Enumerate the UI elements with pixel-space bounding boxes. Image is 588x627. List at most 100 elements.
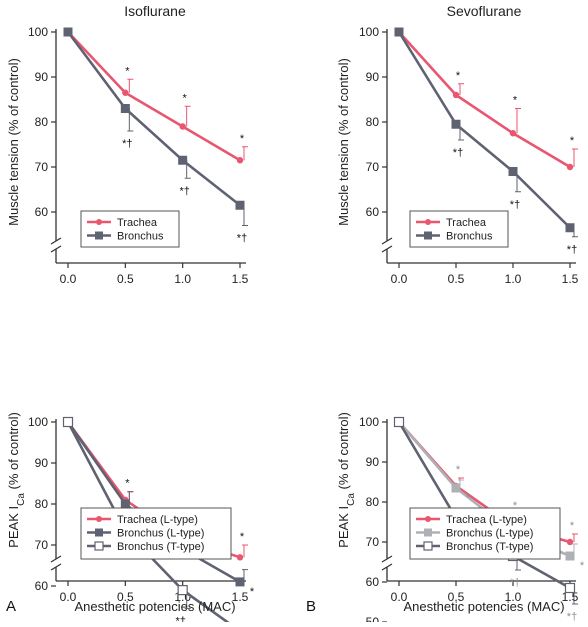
y-tick-label: 50 <box>366 615 380 622</box>
series-line <box>67 31 241 162</box>
chart-isoflurane-muscle-tension: Isoflurane 60 70 80 90 100 0.0 0.5 1.0 1.5 Muscle … <box>6 3 249 286</box>
y-tick-label: 80 <box>366 495 380 509</box>
data-point <box>452 91 460 99</box>
data-point <box>393 416 405 428</box>
data-point <box>236 554 244 561</box>
x-tick-label: 1.0 <box>505 272 522 286</box>
data-point <box>178 155 188 165</box>
y-tick-label: 80 <box>35 497 49 511</box>
data-point <box>179 123 186 130</box>
y-tick-label: 70 <box>35 538 49 552</box>
data-point <box>62 416 74 428</box>
y-tick-label: 60 <box>35 579 49 593</box>
y-tick-label: 90 <box>35 456 49 470</box>
significance-marker: * <box>456 70 461 82</box>
significance-marker: *† <box>567 244 577 256</box>
significance-marker: *† <box>175 616 185 622</box>
x-tick-label: 0.5 <box>117 590 134 604</box>
legend: Trachea (L-type) Bronchus (L-type)Bronchu… <box>80 507 232 560</box>
legend-label: Trachea (L-type) <box>117 514 198 526</box>
significance-marker: *† <box>567 611 577 622</box>
x-tick-label: 0.5 <box>448 272 465 286</box>
x-tick-label: 1.0 <box>505 590 522 604</box>
y-axis-break-mark <box>381 245 393 253</box>
data-point <box>63 27 73 37</box>
y-axis-title: PEAK ICa (% of control) <box>336 412 357 548</box>
significance-marker: * <box>570 520 575 532</box>
y-tick-label: 70 <box>366 535 380 549</box>
series-line <box>397 31 571 229</box>
chart-title: Isoflurane <box>124 3 186 19</box>
legend-label: Trachea <box>446 217 487 229</box>
y-tick-label: 70 <box>35 160 49 174</box>
x-axis-title-left: Anesthetic potencies (MAC) <box>74 599 235 614</box>
y-tick-label: 100 <box>28 25 48 39</box>
x-tick-label: 0.0 <box>391 590 408 604</box>
legend-label: Bronchus (L-type) <box>117 528 204 540</box>
significance-marker: * <box>466 492 471 504</box>
legend-swatch-marker <box>95 528 103 537</box>
y-tick-label: 70 <box>366 160 380 174</box>
legend-swatch-marker <box>424 528 432 537</box>
significance-marker: * <box>570 135 575 147</box>
y-tick-label: 80 <box>366 115 380 129</box>
significance-marker: * <box>125 478 130 490</box>
x-tick-label: 0.0 <box>391 272 408 286</box>
legend: Trachea (L-type) Bronchus (L-type)Bronchu… <box>409 507 561 560</box>
legend-label: Bronchus (T-type) <box>117 541 204 553</box>
significance-marker: * <box>183 92 188 104</box>
data-point <box>236 157 244 164</box>
y-axis-break-mark <box>381 237 393 245</box>
data-point <box>235 200 245 210</box>
series-bronchus: *† *† *† <box>63 27 248 245</box>
x-tick-label: 1.5 <box>232 590 249 604</box>
y-tick-label: 60 <box>366 575 380 589</box>
x-tick-label: 1.5 <box>562 272 579 286</box>
data-point <box>566 538 574 546</box>
legend-label: Bronchus <box>117 231 164 243</box>
data-point <box>565 551 575 561</box>
data-point <box>566 163 574 171</box>
x-tick-label: 0.5 <box>448 590 465 604</box>
y-axis-break-mark <box>50 245 62 253</box>
legend: Trachea Bronchus <box>80 210 180 248</box>
data-point <box>120 499 130 509</box>
data-point <box>235 577 245 587</box>
y-axis-break-mark <box>381 563 393 571</box>
chart-title: Sevoflurane <box>447 3 522 19</box>
legend-label: Trachea <box>117 217 158 229</box>
series-trachea: * * * <box>64 28 248 164</box>
y-tick-label: 100 <box>28 415 48 429</box>
data-point <box>451 119 461 129</box>
data-point <box>177 584 188 596</box>
legend-swatch-marker <box>425 516 431 522</box>
y-tick-label: 90 <box>366 70 380 84</box>
significance-marker: *† <box>179 185 189 197</box>
data-point <box>565 223 575 233</box>
x-tick-label: 1.0 <box>174 272 191 286</box>
series-trachea: * * * <box>395 28 578 171</box>
significance-marker: * <box>456 464 461 476</box>
series-line <box>66 31 241 207</box>
legend-label: Bronchus (T-type) <box>446 541 533 553</box>
data-point <box>394 27 404 37</box>
panel-label-a: A <box>6 598 16 615</box>
y-axis-title: Muscle tension (% of control) <box>6 58 21 226</box>
y-tick-label: 90 <box>366 455 380 469</box>
significance-marker: *† <box>237 233 247 245</box>
legend-swatch-marker <box>96 219 102 225</box>
panel-label-b: B <box>306 598 316 615</box>
legend-box <box>80 210 180 248</box>
legend-swatch-marker <box>425 219 431 225</box>
data-point <box>451 483 461 493</box>
legend-label: Trachea (L-type) <box>446 514 527 526</box>
legend-swatch-marker <box>95 231 103 240</box>
legend-box <box>409 210 509 248</box>
data-point <box>509 130 517 137</box>
y-axis-break-mark <box>50 237 62 245</box>
y-tick-label: 60 <box>35 205 49 219</box>
data-point <box>508 167 518 176</box>
significance-marker: * <box>240 531 245 543</box>
